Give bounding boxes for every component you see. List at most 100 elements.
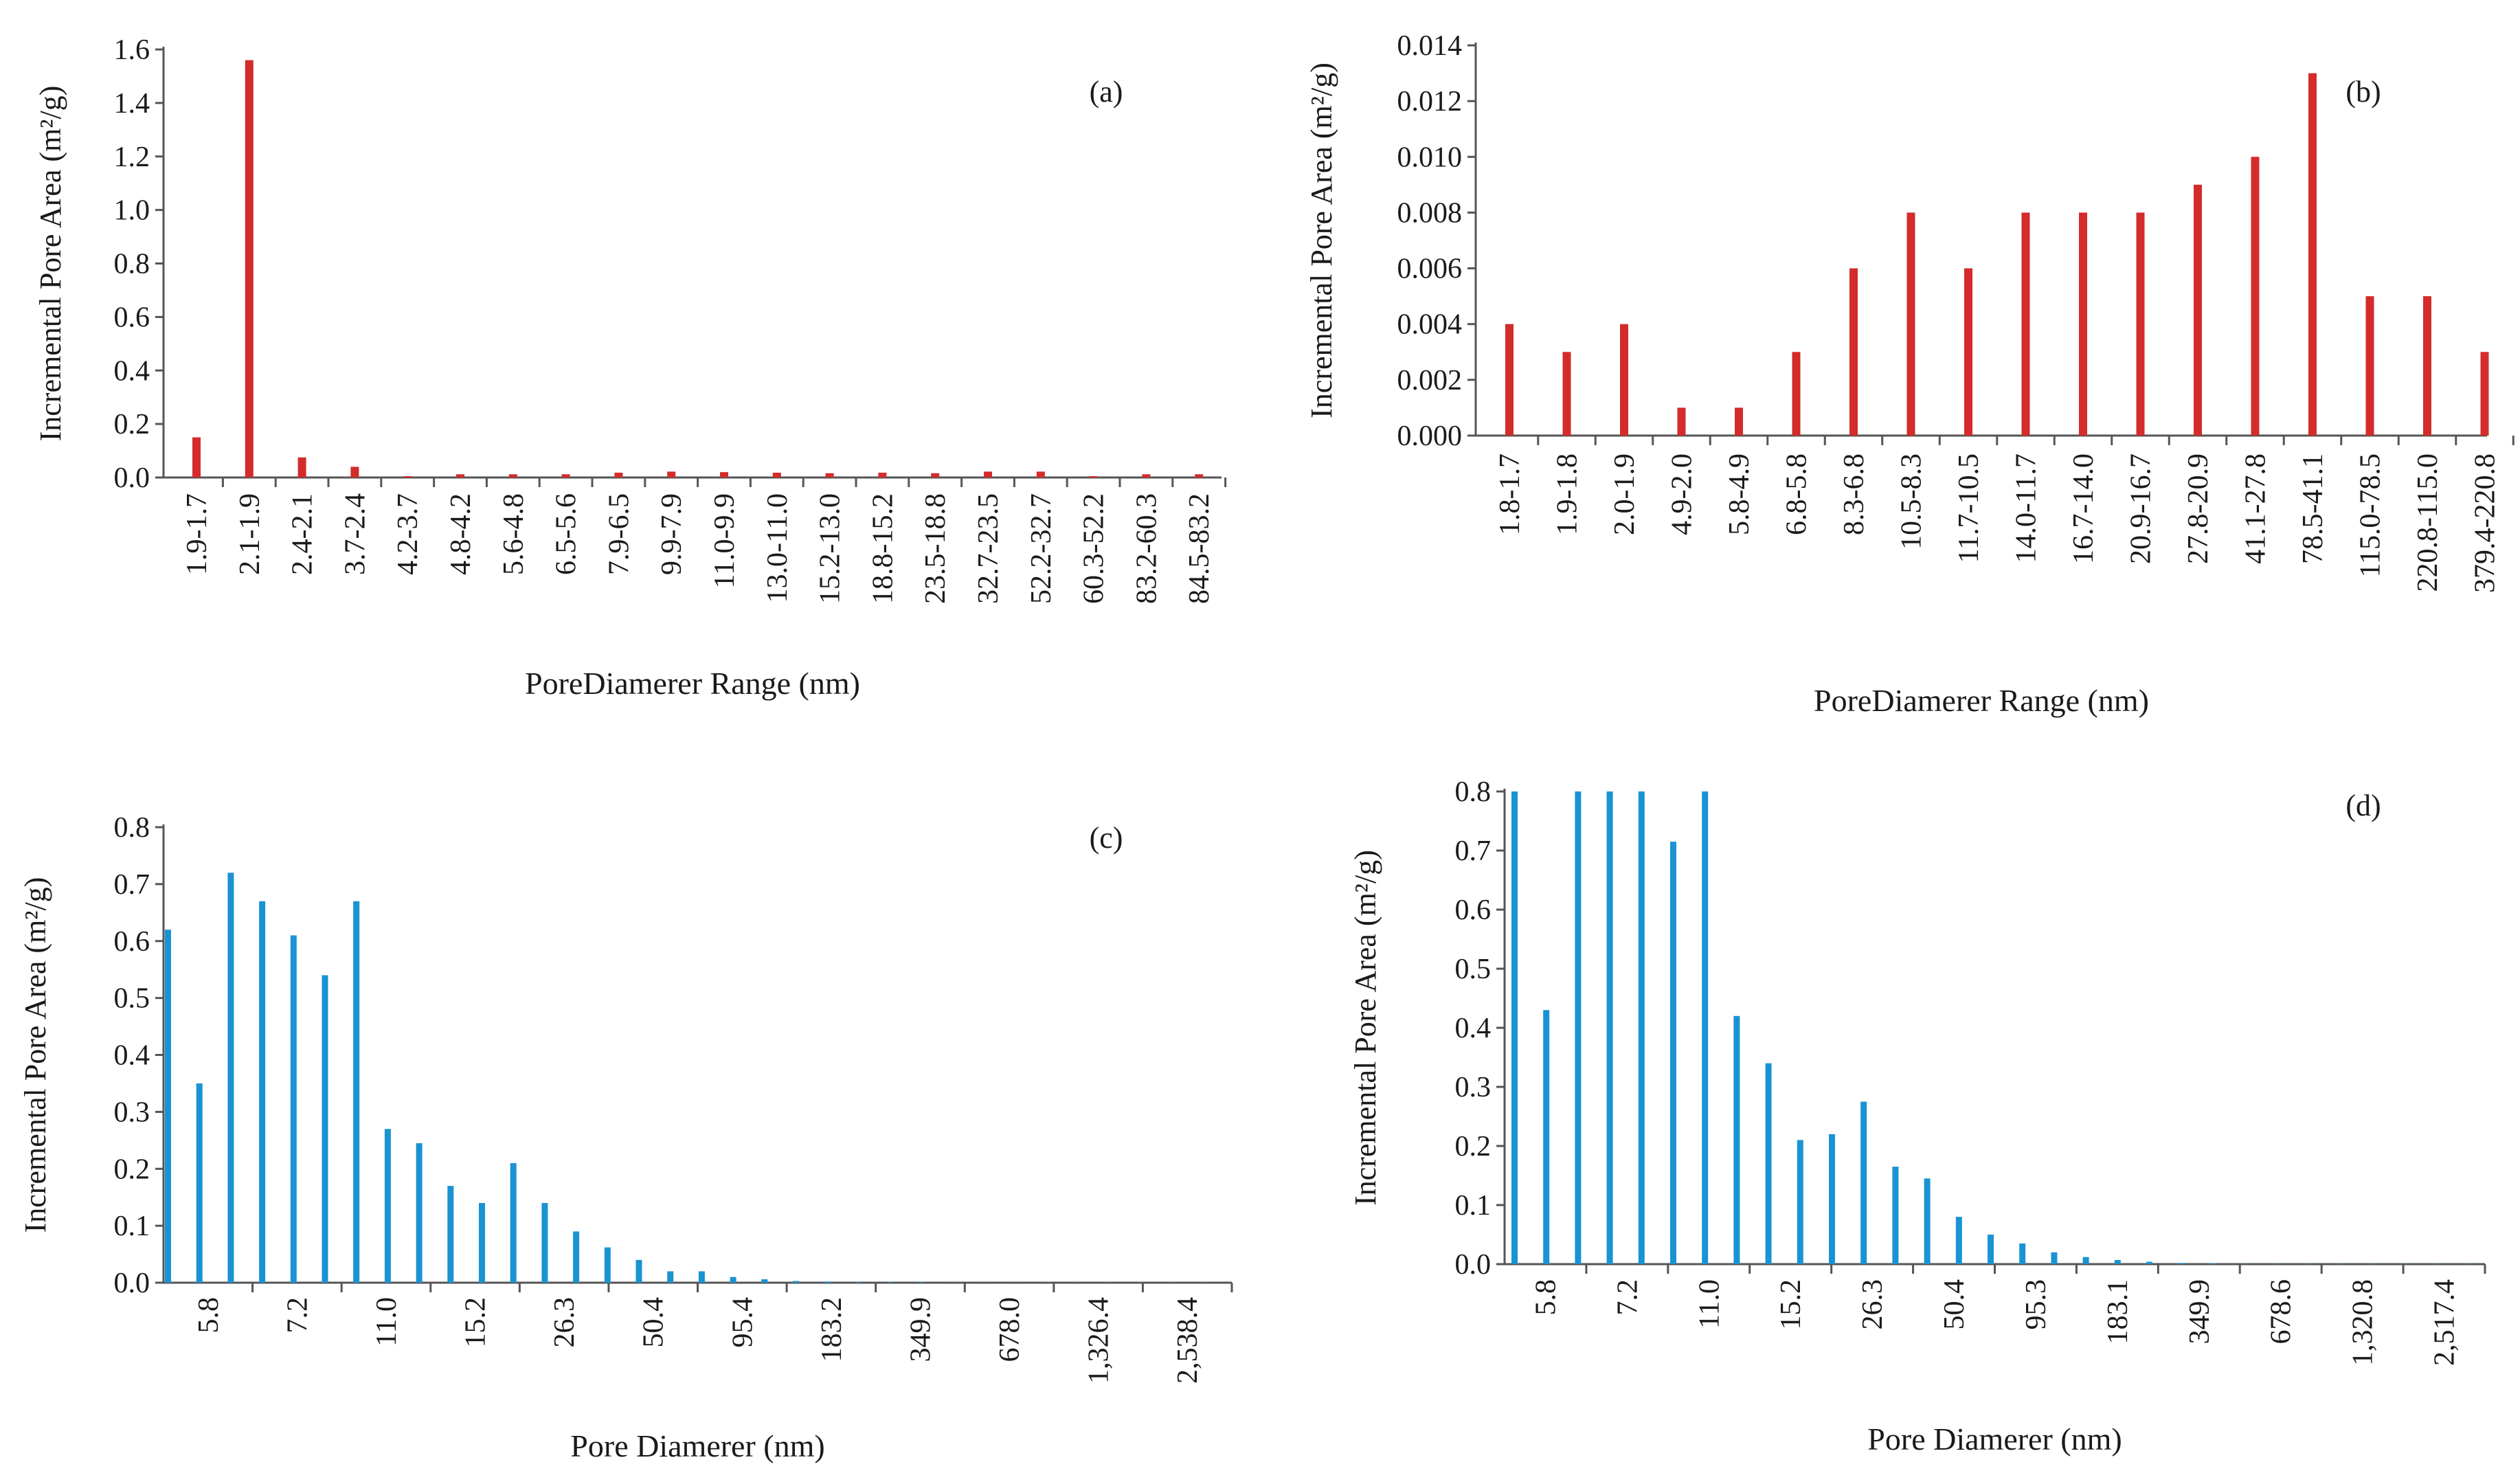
y-tick-label: 0.7 [114,869,150,901]
bar [245,60,254,477]
x-tick-label: 2,538.4 [1172,1297,1204,1384]
bar [984,471,992,477]
bar [196,1083,203,1283]
y-tick-label: 0.4 [114,1040,150,1072]
x-tick-label: 349.9 [2184,1279,2216,1345]
bar [227,873,234,1283]
x-tick-label: 4.8-4.2 [445,493,477,575]
x-tick-label: 678.0 [994,1297,1026,1362]
y-tick-label: 0.1 [1455,1190,1492,1222]
bar [1036,471,1045,477]
bar [1670,842,1676,1264]
x-tick-label: 23.5-18.8 [920,493,952,604]
bar [931,473,940,477]
chart-panel-b: 0.000 0.002 0.004 0.006 0.008 0.010 0.012 0.014… [1305,30,2515,718]
x-axis-label: Pore Diamerer (nm) [570,1428,824,1463]
bar [2082,1257,2089,1264]
bar [353,901,360,1283]
bar [635,1259,642,1283]
bar [290,935,297,1283]
y-tick-label: 0.6 [1455,895,1492,926]
bar [384,1129,391,1283]
x-tick-label: 5.8-4.9 [1724,453,1755,535]
x-tick-label: 379.4-220.8 [2470,453,2501,593]
bar [1792,352,1801,436]
bar [1964,268,1972,436]
bar [855,1282,862,1283]
x-tick-label: 1.9-1.7 [181,493,213,575]
bar [604,1247,611,1283]
bar [1860,1101,1867,1264]
x-tick-label: 6.5-5.6 [551,493,583,575]
panel-label: (a) [1090,75,1123,109]
y-tick-label: 0.012 [1397,86,1463,117]
bar [2019,1243,2026,1264]
x-tick-label: 26.3 [549,1297,581,1348]
y-tick-label: 0.0 [114,462,150,494]
x-tick-label: 7.9-6.5 [603,493,635,575]
x-tick-label: 1.9-1.8 [1552,453,1584,535]
x-tick-label: 13.0-11.0 [762,493,794,603]
x-tick-label: 3.7-2.4 [339,493,371,575]
y-tick-label: 0.000 [1397,420,1463,452]
bar [2194,184,2202,436]
bar [1829,1134,1835,1264]
bar [2308,73,2317,436]
panel-label: (d) [2345,789,2381,822]
bar [561,474,570,477]
bar [350,466,359,477]
bar [2051,1252,2058,1264]
bar [825,473,834,477]
bar [1924,1178,1931,1264]
x-tick-label: 50.4 [1939,1279,1970,1330]
x-tick-label: 11.7-10.5 [1953,453,1985,563]
bar [614,472,623,477]
y-tick-label: 0.004 [1397,309,1463,341]
bar [2079,212,2087,436]
chart-panel-d: 0.0 0.1 0.2 0.3 0.4 0.5 0.6 0.7 0.8 Incremental P… [1349,776,2486,1457]
bar [2209,1263,2216,1264]
bar [192,437,201,477]
x-tick-label: 27.8-20.9 [2183,453,2214,564]
y-tick-label: 0.2 [114,409,150,440]
bar [667,471,676,477]
x-tick-label: 32.7-23.5 [973,493,1004,604]
y-tick-label: 1.2 [114,142,150,173]
bar [772,472,781,477]
bar [1142,474,1151,477]
y-tick-label: 0.4 [114,355,150,387]
x-tick-label: 678.6 [2266,1279,2297,1345]
bar [165,930,171,1283]
bar [541,1202,548,1283]
bar [1849,268,1858,436]
bar [1638,791,1645,1264]
y-tick-label: 0.002 [1397,365,1463,396]
bar [1733,1015,1740,1264]
x-tick-label: 2,517.4 [2429,1279,2461,1366]
bar [2021,212,2030,436]
y-axis-label: Incremental Pore Area (m²/g) [34,86,67,442]
bar [403,476,412,477]
x-tick-label: 15.2 [1775,1279,1807,1330]
bar [2114,1259,2121,1264]
x-tick-label: 52.2-32.7 [1026,493,1057,604]
chart-panel-a: 0.0 0.2 0.4 0.6 0.8 1.0 1.2 1.4 1.6 Incremental P… [34,34,1227,701]
chart-panel-c: 0.0 0.1 0.2 0.3 0.4 0.5 0.6 0.7 0.8 Incremental P… [19,812,1233,1463]
x-axis-label: PoreDiamerer Range (nm) [1814,683,2149,718]
x-tick-label: 95.4 [727,1297,758,1348]
x-tick-label: 1,326.4 [1083,1297,1115,1384]
x-tick-label: 41.1-27.8 [2240,453,2272,564]
y-tick-label: 1.0 [114,195,150,227]
x-tick-label: 2.1-1.9 [234,493,266,575]
y-tick-label: 0.8 [114,249,150,280]
x-tick-label: 26.3 [1857,1279,1889,1330]
y-tick-label: 0.0 [1455,1249,1492,1281]
x-tick-label: 11.0 [1694,1279,1725,1329]
x-tick-label: 5.6-4.8 [498,493,530,575]
bar [259,901,266,1283]
x-tick-label: 9.9-7.9 [656,493,688,575]
bar [1511,791,1518,1264]
x-tick-label: 5.8 [1530,1279,1562,1316]
x-tick-label: 115.0-78.5 [2355,453,2387,577]
